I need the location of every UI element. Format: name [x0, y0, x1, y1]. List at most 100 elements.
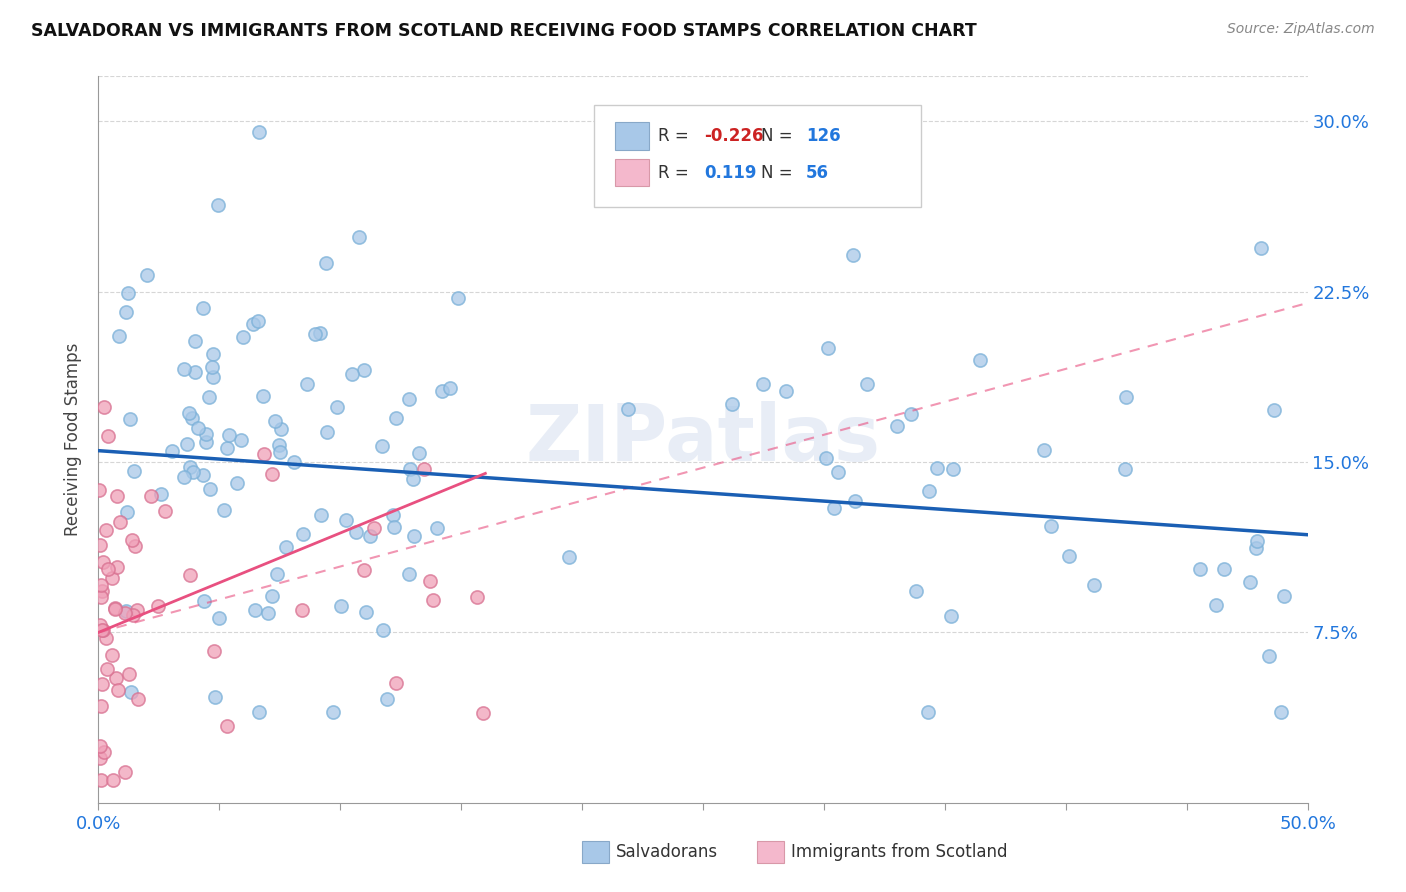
- Point: [108, 515, 131, 529]
- Point: [101, 648, 124, 662]
- Point: [125, 603, 148, 617]
- Point: [114, 607, 136, 621]
- Point: [90, 677, 112, 691]
- Point: [193, 468, 215, 483]
- Point: [179, 568, 201, 582]
- Point: [104, 602, 127, 616]
- Point: [354, 605, 377, 619]
- Point: [146, 599, 169, 613]
- Point: [752, 377, 775, 392]
- Point: [153, 504, 176, 518]
- Point: [115, 505, 138, 519]
- Point: [1239, 575, 1261, 590]
- Point: [827, 465, 849, 479]
- Point: [93, 745, 115, 759]
- Point: [886, 418, 908, 433]
- Point: [385, 411, 408, 425]
- Point: [139, 489, 162, 503]
- Point: [721, 397, 744, 411]
- Point: [122, 464, 145, 478]
- Point: [260, 589, 283, 603]
- Point: [398, 566, 420, 581]
- Point: [202, 369, 225, 384]
- Point: [382, 508, 405, 522]
- Point: [202, 347, 225, 361]
- Point: [200, 482, 222, 496]
- Text: Source: ZipAtlas.com: Source: ZipAtlas.com: [1227, 22, 1375, 37]
- Point: [90, 590, 112, 604]
- Point: [225, 475, 247, 490]
- Bar: [614, 159, 648, 186]
- Point: [94, 523, 117, 537]
- Point: [353, 563, 375, 577]
- Point: [212, 503, 235, 517]
- Point: [201, 360, 224, 375]
- Point: [269, 445, 291, 459]
- Point: [412, 462, 434, 476]
- Text: N =: N =: [761, 163, 799, 181]
- Point: [180, 410, 202, 425]
- Text: Salvadorans: Salvadorans: [616, 843, 718, 861]
- Point: [856, 377, 879, 392]
- Point: [121, 608, 143, 623]
- Point: [89, 617, 111, 632]
- Point: [215, 442, 238, 456]
- Point: [304, 327, 326, 342]
- Point: [108, 329, 131, 343]
- Point: [1115, 390, 1137, 404]
- Point: [243, 603, 266, 617]
- Point: [1246, 534, 1268, 549]
- Point: [447, 291, 470, 305]
- Point: [184, 334, 207, 348]
- Point: [87, 483, 110, 497]
- Point: [207, 198, 229, 212]
- Point: [183, 365, 205, 379]
- Point: [309, 508, 332, 523]
- Point: [1257, 648, 1279, 663]
- Point: [91, 623, 114, 637]
- Point: [385, 676, 408, 690]
- Point: [193, 301, 215, 315]
- Point: [276, 540, 298, 554]
- Point: [97, 562, 120, 576]
- Point: [101, 572, 124, 586]
- Point: [89, 538, 111, 552]
- Point: [217, 719, 239, 733]
- Point: [269, 438, 291, 452]
- Point: [918, 483, 941, 498]
- Point: [266, 566, 288, 581]
- Point: [218, 428, 240, 442]
- Point: [177, 406, 200, 420]
- Point: [232, 330, 254, 344]
- Point: [297, 376, 319, 391]
- Point: [173, 362, 195, 376]
- Point: [204, 690, 226, 704]
- Point: [103, 773, 125, 788]
- Point: [89, 578, 111, 592]
- Point: [371, 439, 394, 453]
- Point: [344, 525, 367, 540]
- Text: ZIPatlas: ZIPatlas: [526, 401, 880, 477]
- Point: [93, 401, 115, 415]
- Point: [330, 599, 353, 613]
- Text: R =: R =: [658, 128, 695, 145]
- Point: [408, 446, 430, 460]
- Point: [1083, 578, 1105, 592]
- Point: [229, 434, 252, 448]
- Point: [114, 765, 136, 780]
- Point: [136, 268, 159, 282]
- Point: [1114, 462, 1136, 476]
- Point: [905, 584, 928, 599]
- Point: [90, 773, 112, 788]
- Point: [1057, 549, 1080, 564]
- Point: [398, 392, 420, 406]
- Point: [1032, 442, 1054, 457]
- Point: [1189, 562, 1212, 576]
- Point: [96, 661, 118, 675]
- Point: [115, 604, 138, 618]
- Point: [194, 435, 217, 450]
- Point: [402, 472, 425, 486]
- Point: [422, 593, 444, 607]
- Point: [253, 447, 276, 461]
- Point: [181, 466, 204, 480]
